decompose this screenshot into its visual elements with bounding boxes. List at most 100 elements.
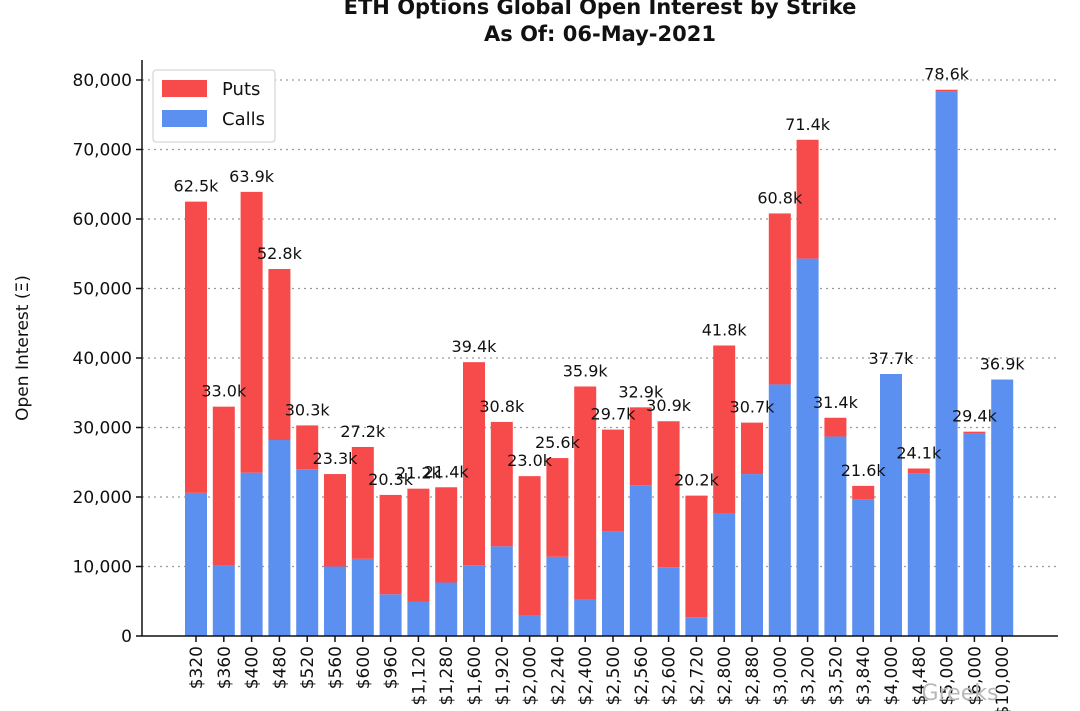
- x-tick-label: $600: [354, 646, 374, 689]
- data-label: 35.9k: [563, 361, 609, 380]
- x-tick-label: $1,600: [465, 646, 485, 705]
- bar-puts: [546, 458, 569, 557]
- bar-calls: [768, 384, 791, 636]
- data-label: 37.7k: [869, 349, 915, 368]
- x-tick-label: $4,000: [882, 646, 902, 705]
- x-tick-label: $6,000: [965, 646, 985, 705]
- y-tick-label: 60,000: [73, 210, 132, 230]
- bar-calls: [518, 615, 541, 636]
- y-axis: 0 10,000 20,000 30,000 40,000 50,000 60,000 70,…: [73, 60, 143, 647]
- x-tick-label: $1,920: [493, 646, 513, 705]
- bar-calls: [240, 472, 263, 636]
- x-tick-label: $2,240: [548, 646, 568, 705]
- bar-calls: [324, 566, 346, 636]
- data-label: 20.2k: [674, 471, 720, 490]
- bar-puts: [435, 487, 458, 583]
- bar-calls: [852, 499, 875, 636]
- bar-puts: [185, 201, 207, 493]
- x-tick-label: $5,000: [938, 646, 958, 705]
- bar-calls: [407, 601, 430, 636]
- x-tick-label: $560: [326, 646, 346, 689]
- data-label: 63.9k: [229, 167, 275, 186]
- bar-calls: [574, 599, 597, 636]
- data-label: 32.9k: [618, 382, 664, 401]
- data-label: 24.1k: [896, 444, 942, 463]
- bar-puts: [212, 406, 235, 566]
- x-tick-label: $2,500: [604, 646, 624, 705]
- bar-calls: [435, 582, 458, 636]
- data-label: 71.4k: [785, 115, 831, 134]
- legend-swatch-puts: [162, 80, 207, 97]
- bar-puts: [518, 476, 541, 616]
- data-label: 31.4k: [813, 393, 859, 412]
- bar-puts: [629, 407, 652, 486]
- y-tick-label: 20,000: [73, 488, 132, 508]
- data-label: 41.8k: [702, 320, 748, 339]
- bar-calls: [685, 617, 708, 636]
- bar-puts: [852, 485, 875, 500]
- bar-puts: [324, 474, 346, 567]
- data-label: 21.2k: [396, 464, 442, 483]
- data-label: 62.5k: [174, 177, 220, 196]
- data-label: 27.2k: [340, 422, 386, 441]
- x-tick-label: $960: [382, 646, 402, 689]
- bar-puts: [824, 417, 847, 437]
- bar-calls: [935, 91, 958, 636]
- bar-puts: [907, 468, 930, 474]
- bar-puts: [741, 422, 763, 475]
- bar-calls: [880, 373, 902, 636]
- bar-puts: [407, 488, 430, 602]
- data-label: 39.4k: [452, 337, 498, 356]
- x-tick-label: $2,800: [715, 646, 735, 705]
- bar-calls: [629, 485, 652, 636]
- bar-puts: [379, 494, 402, 595]
- legend-swatch-calls: [162, 110, 207, 127]
- x-tick-label: $2,720: [687, 646, 707, 705]
- bar-calls: [963, 433, 986, 636]
- bar-puts: [796, 139, 819, 259]
- y-tick-label: 70,000: [73, 141, 132, 161]
- bar-puts: [685, 495, 708, 618]
- legend-label-puts: Puts: [222, 79, 260, 100]
- bar-puts: [351, 446, 374, 559]
- bar-puts: [240, 191, 263, 473]
- bar-calls: [602, 531, 624, 636]
- chart-subtitle: As Of: 06-May-2021: [484, 22, 716, 46]
- data-label: 33.0k: [201, 382, 247, 401]
- bar-calls: [741, 474, 763, 636]
- bar-calls: [546, 556, 569, 636]
- bar-puts: [490, 421, 513, 547]
- bar-calls: [379, 594, 402, 636]
- data-label: 25.6k: [535, 433, 581, 452]
- x-tick-label: $360: [215, 646, 235, 689]
- data-labels: 62.5k 33.0k 63.9k 52.8k 30.3k 23.3k 27.2k 20.3k…: [174, 65, 1026, 490]
- x-tick-label: $4,480: [910, 646, 930, 705]
- bar-puts: [296, 425, 319, 470]
- x-tick-label: $1,120: [409, 646, 429, 705]
- bar-puts: [768, 213, 791, 385]
- x-tick-label: $2,880: [743, 646, 763, 705]
- data-label: 30.9k: [646, 396, 692, 415]
- x-axis: $320 $360 $400 $480 $520 $560 $600 $960 $1,120 $1…: [142, 635, 1058, 711]
- data-label: 23.3k: [313, 449, 359, 468]
- bar-puts: [463, 362, 485, 566]
- data-label: 30.8k: [479, 397, 525, 416]
- data-label: 60.8k: [757, 188, 803, 207]
- y-axis-label: Open Interest (Ξ): [13, 275, 33, 421]
- bar-puts: [268, 269, 291, 441]
- data-label: 29.7k: [591, 405, 637, 424]
- bar-puts: [713, 345, 736, 513]
- data-label: 52.8k: [257, 244, 303, 263]
- bar-puts: [935, 89, 958, 92]
- y-tick-label: 40,000: [73, 349, 132, 369]
- gridlines: [142, 79, 1058, 568]
- legend: Puts Calls: [152, 69, 276, 143]
- chart-title: ETH Options Global Open Interest by Stri…: [344, 0, 857, 19]
- y-tick-label: 30,000: [73, 419, 132, 439]
- x-tick-label: $520: [298, 646, 318, 689]
- x-tick-label: $3,200: [799, 646, 819, 705]
- x-tick-label: $3,000: [771, 646, 791, 705]
- y-tick-label: 80,000: [73, 71, 132, 91]
- bar-calls: [824, 436, 847, 636]
- data-label: 21.6k: [841, 461, 887, 480]
